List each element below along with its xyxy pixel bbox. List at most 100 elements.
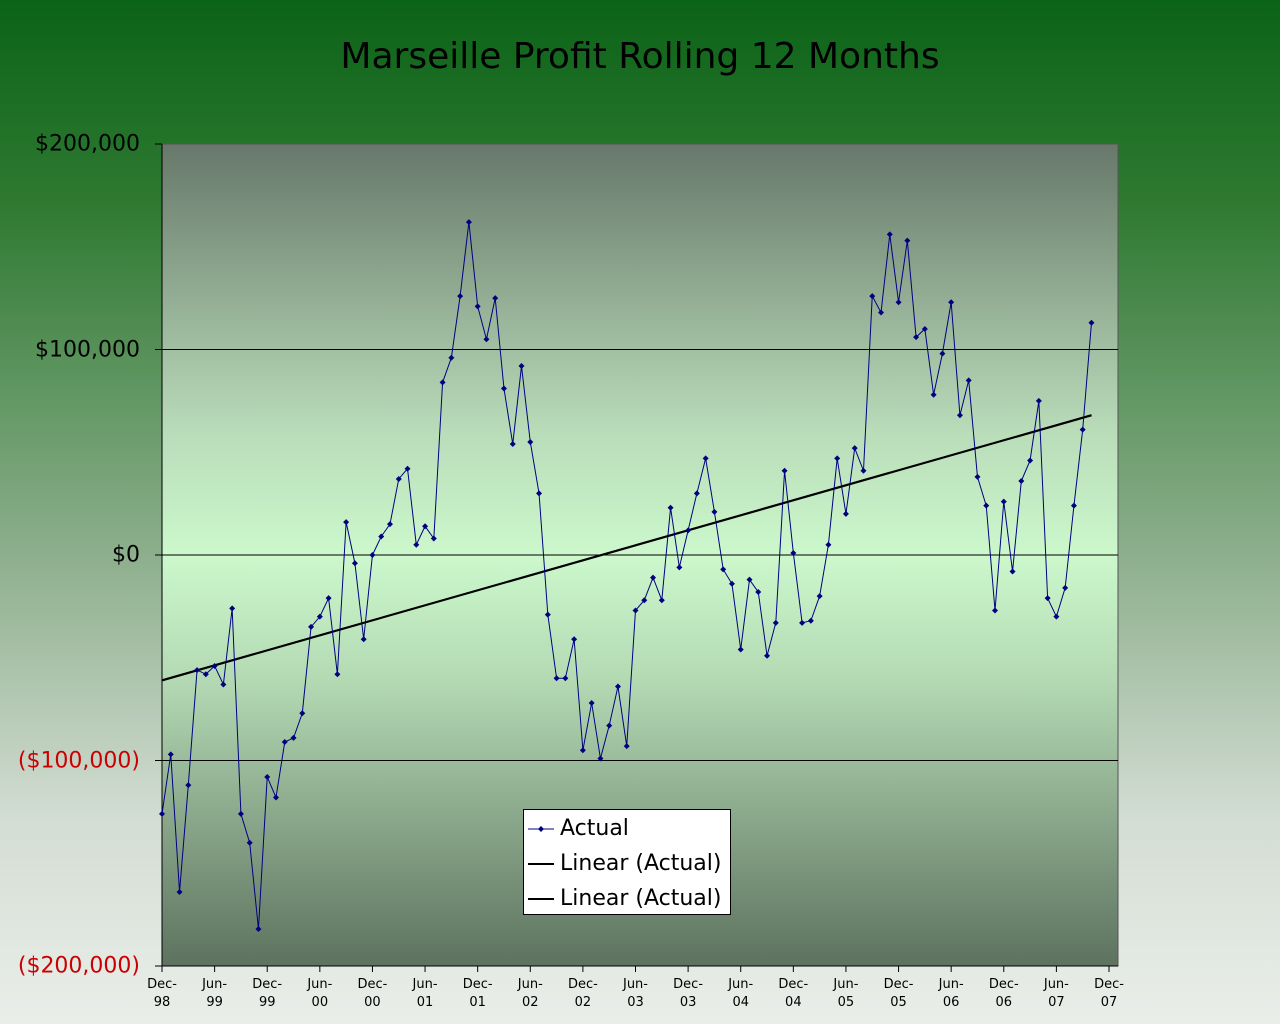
point [1062, 584, 1069, 591]
point [685, 527, 692, 534]
point [395, 475, 402, 482]
point [334, 671, 341, 678]
chart-title: Marseille Profit Rolling 12 Months [340, 36, 940, 77]
point [211, 662, 218, 669]
point [422, 523, 429, 530]
point [1044, 595, 1051, 602]
point [886, 231, 893, 238]
point [1035, 397, 1042, 404]
point [413, 541, 420, 548]
point [728, 580, 735, 587]
point [281, 739, 288, 746]
x-tick-label: Dec-05 [883, 977, 914, 1010]
point [360, 636, 367, 643]
point [834, 455, 841, 462]
legend-symbol [528, 826, 554, 832]
point [588, 699, 595, 706]
point [185, 782, 192, 789]
point [807, 617, 814, 624]
point [755, 588, 762, 595]
point [799, 619, 806, 626]
point [176, 889, 183, 896]
point [325, 595, 332, 602]
point [272, 794, 279, 801]
point [597, 755, 604, 762]
point [930, 391, 937, 398]
point [658, 597, 665, 604]
point [351, 560, 358, 567]
legend-marker [538, 826, 544, 832]
x-tick-label: Dec-06 [988, 977, 1019, 1010]
point [860, 467, 867, 474]
point [404, 465, 411, 472]
x-tick-label: Dec-99 [252, 977, 283, 1010]
trendline [161, 414, 1092, 682]
x-tick-label: Jun-05 [833, 977, 859, 1010]
point [518, 362, 525, 369]
point [992, 607, 999, 614]
x-tick-label: Dec-03 [673, 977, 704, 1010]
point [369, 552, 376, 558]
point [492, 295, 499, 302]
x-tick-label: Dec-01 [462, 977, 493, 1010]
point [202, 671, 209, 678]
point [1079, 426, 1086, 433]
point [746, 576, 753, 583]
point [229, 605, 236, 612]
legend-label: Linear (Actual) [560, 851, 722, 876]
point [614, 683, 621, 690]
point [764, 652, 771, 659]
point [430, 535, 437, 542]
point [500, 385, 507, 392]
x-tick-label: Jun-06 [938, 977, 964, 1010]
point [676, 564, 683, 571]
point [720, 566, 727, 573]
point [264, 773, 271, 780]
legend-label: Actual [560, 816, 629, 841]
point [948, 299, 955, 306]
point [579, 747, 586, 754]
point [159, 810, 165, 817]
x-tick-label: Dec-07 [1094, 977, 1124, 1010]
x-tick-label: Dec-98 [147, 977, 177, 1010]
point [956, 412, 963, 419]
point [237, 810, 244, 817]
point [1088, 319, 1095, 326]
point [553, 675, 560, 682]
point [921, 325, 928, 332]
point [816, 593, 823, 600]
point [220, 681, 227, 688]
point [790, 549, 797, 556]
point [737, 646, 744, 653]
point [667, 504, 674, 511]
point [439, 379, 446, 386]
point [693, 490, 700, 497]
y-tick-label: $200,000 [35, 131, 140, 157]
legend: Actual Linear (Actual) Linear (Actual) [523, 809, 731, 915]
point [781, 467, 788, 474]
point [623, 743, 630, 750]
point [308, 623, 315, 630]
point [457, 293, 464, 300]
point [711, 508, 718, 515]
point [825, 541, 832, 548]
point [474, 303, 481, 310]
x-tick-label: Jun-02 [517, 977, 543, 1010]
point [606, 722, 613, 729]
x-tick-label: Jun-07 [1043, 977, 1069, 1010]
point [842, 510, 849, 517]
point [974, 473, 981, 480]
point [562, 675, 569, 682]
point [772, 619, 779, 626]
point [465, 219, 472, 226]
point [290, 734, 297, 741]
x-tick-label: Jun-01 [412, 977, 438, 1010]
x-tick-label: Jun-99 [202, 977, 228, 1010]
point [650, 574, 657, 581]
point [904, 237, 911, 244]
y-tick-label: $0 [112, 542, 140, 568]
legend-symbol [528, 898, 554, 900]
point [536, 490, 543, 497]
point [299, 710, 306, 717]
